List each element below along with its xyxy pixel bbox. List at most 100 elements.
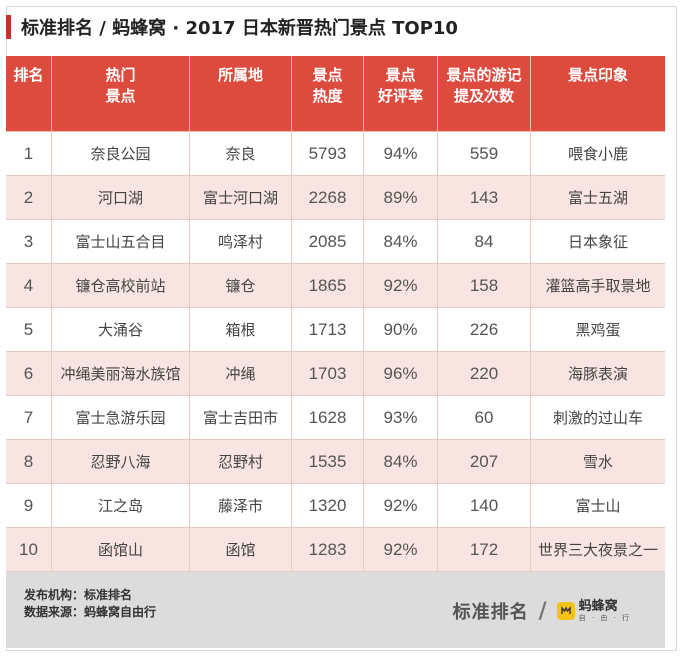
source-text: 数据来源：蚂蜂窝自由行 [24,605,157,619]
cell-impression: 富士山 [531,484,665,528]
cell-mentions: 140 [438,484,531,528]
cell-location: 函馆 [190,528,292,572]
table-row: 3 富士山五合目 鸣泽村 2085 84% 84 日本象征 [6,220,665,264]
cell-impression: 雪水 [531,440,665,484]
cell-rating: 92% [364,528,438,572]
table-row: 8 忍野八海 忍野村 1535 84% 207 雪水 [6,440,665,484]
cell-rank: 4 [6,264,52,308]
cell-rating: 89% [364,176,438,220]
column-header-line: 景点 [312,66,343,84]
cell-impression: 世界三大夜景之一 [531,528,665,572]
cell-location: 藤泽市 [190,484,292,528]
page-title: 标准排名 / 蚂蜂窝 · 2017 日本新晋热门景点 TOP10 [21,18,458,39]
cell-rank: 7 [6,396,52,440]
cell-mentions: 220 [438,352,531,396]
cell-location: 鸣泽村 [190,220,292,264]
table-row: 10 函馆山 函馆 1283 92% 172 世界三大夜景之一 [6,528,665,572]
table-row: 6 冲绳美丽海水族馆 冲绳 1703 96% 220 海豚表演 [6,352,665,396]
table-row: 1 奈良公园 奈良 5793 94% 559 喂食小鹿 [6,132,665,176]
column-header-rank: 排名 [6,56,52,132]
cell-rating: 84% [364,440,438,484]
cell-rank: 2 [6,176,52,220]
cell-mentions: 158 [438,264,531,308]
cell-rank: 8 [6,440,52,484]
column-header-line: 提及次数 [453,87,514,105]
cell-location: 富士河口湖 [190,176,292,220]
cell-attraction: 函馆山 [52,528,190,572]
cell-rank: 6 [6,352,52,396]
table-row: 2 河口湖 富士河口湖 2268 89% 143 富士五湖 [6,176,665,220]
column-header-line: 排名 [13,66,44,84]
cell-popularity: 2268 [292,176,364,220]
cell-location: 镰仓 [190,264,292,308]
cell-popularity: 1865 [292,264,364,308]
cell-mentions: 207 [438,440,531,484]
cell-impression: 富士五湖 [531,176,665,220]
ranking-table: 排名 热门 景点 所属地 景点 热度 景点 好评率 景点的游记 提及次数 景点印象 1 奈良公园 奈良 5… [6,56,665,572]
cell-mentions: 559 [438,132,531,176]
column-header-line: 景点印象 [567,66,628,84]
cell-impression: 刺激的过山车 [531,396,665,440]
column-header-popularity: 景点 热度 [292,56,364,132]
table-row: 5 大涌谷 箱根 1713 90% 226 黑鸡蛋 [6,308,665,352]
table-row: 7 富士急游乐园 富士吉田市 1628 93% 60 刺激的过山车 [6,396,665,440]
column-header-location: 所属地 [190,56,292,132]
footer-credits: 发布机构：标准排名 数据来源：蚂蜂窝自由行 [24,587,156,621]
column-header-line: 热度 [312,87,343,105]
mafengwo-logo-text: 蚂蜂窝 自 · 由 · 行 [578,598,631,623]
column-header-line: 景点的游记 [446,66,522,84]
cell-location: 箱根 [190,308,292,352]
column-header-line: 好评率 [377,87,423,105]
cell-popularity: 1283 [292,528,364,572]
cell-popularity: 2085 [292,220,364,264]
mafengwo-mark-icon [560,606,571,614]
cell-attraction: 忍野八海 [52,440,190,484]
cell-rating: 96% [364,352,438,396]
cell-attraction: 江之岛 [52,484,190,528]
cell-attraction: 大涌谷 [52,308,190,352]
cell-popularity: 1713 [292,308,364,352]
cell-impression: 黑鸡蛋 [531,308,665,352]
cell-rank: 1 [6,132,52,176]
cell-rating: 92% [364,484,438,528]
table-body: 1 奈良公园 奈良 5793 94% 559 喂食小鹿 2 河口湖 富士河口湖 2268 89% 143… [6,132,665,572]
cell-rating: 84% [364,220,438,264]
column-header-mentions: 景点的游记 提及次数 [438,56,531,132]
mafengwo-logo-icon [556,602,575,620]
cell-mentions: 226 [438,308,531,352]
brand-divider: / [538,598,547,624]
cell-impression: 灌篮高手取景地 [531,264,665,308]
cell-location: 富士吉田市 [190,396,292,440]
title-accent-bar [6,15,11,39]
cell-rating: 90% [364,308,438,352]
cell-mentions: 60 [438,396,531,440]
column-header-line: 热门 [105,66,136,84]
cell-impression: 喂食小鹿 [531,132,665,176]
column-header-line: 所属地 [217,66,263,84]
table-header-row: 排名 热门 景点 所属地 景点 热度 景点 好评率 景点的游记 提及次数 景点印象 [6,56,665,132]
cell-rank: 10 [6,528,52,572]
cell-popularity: 1628 [292,396,364,440]
cell-popularity: 1535 [292,440,364,484]
cell-popularity: 1320 [292,484,364,528]
title-bar: 标准排名 / 蚂蜂窝 · 2017 日本新晋热门景点 TOP10 [6,9,665,45]
footer: 发布机构：标准排名 数据来源：蚂蜂窝自由行 标准排名 / 蚂蜂窝 自 · 由 ·… [6,572,665,648]
cell-rank: 5 [6,308,52,352]
column-header-attraction: 热门 景点 [52,56,190,132]
cell-rank: 9 [6,484,52,528]
cell-mentions: 172 [438,528,531,572]
cell-attraction: 奈良公园 [52,132,190,176]
cell-location: 忍野村 [190,440,292,484]
cell-attraction: 富士急游乐园 [52,396,190,440]
cell-attraction: 镰仓高校前站 [52,264,190,308]
publisher-text: 发布机构：标准排名 [24,588,133,602]
cell-location: 冲绳 [190,352,292,396]
column-header-line: 景点 [385,66,416,84]
cell-rank: 3 [6,220,52,264]
cell-popularity: 1703 [292,352,364,396]
table-row: 4 镰仓高校前站 镰仓 1865 92% 158 灌篮高手取景地 [6,264,665,308]
cell-location: 奈良 [190,132,292,176]
table-row: 9 江之岛 藤泽市 1320 92% 140 富士山 [6,484,665,528]
cell-mentions: 143 [438,176,531,220]
brand-logo-mafengwo: 蚂蜂窝 [578,598,618,614]
